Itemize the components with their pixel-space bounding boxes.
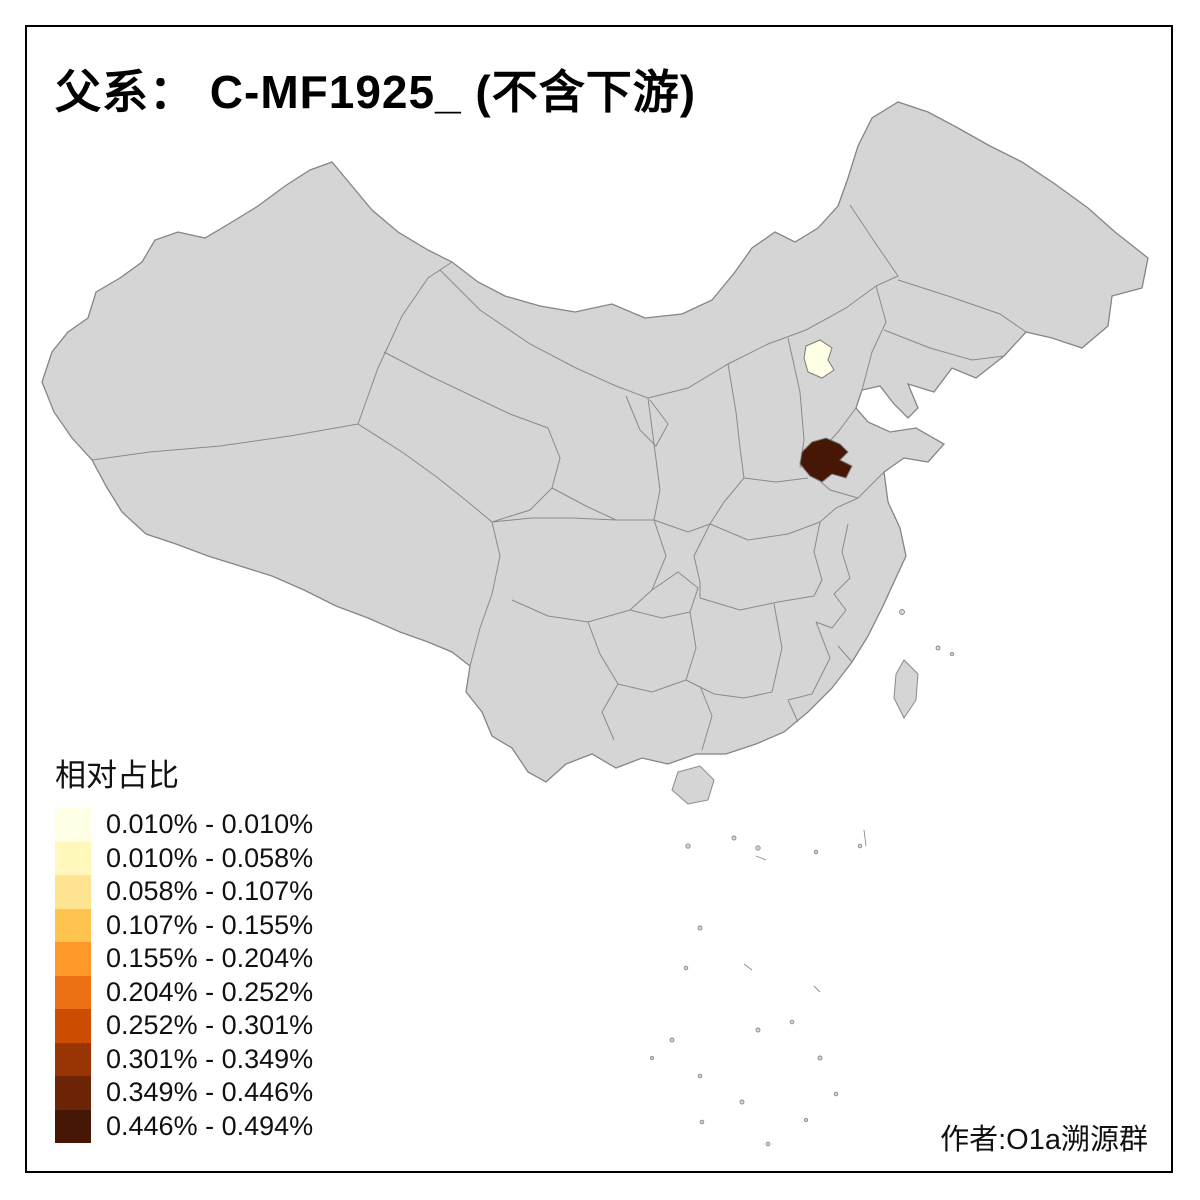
legend-swatch bbox=[55, 875, 91, 909]
legend-item: 0.446% - 0.494% bbox=[55, 1109, 314, 1143]
legend-swatch bbox=[55, 908, 91, 942]
legend-title: 相对占比 bbox=[55, 758, 179, 793]
legend-item: 0.107% - 0.155% bbox=[55, 908, 314, 942]
taiwan-island bbox=[893, 659, 919, 719]
legend-swatch bbox=[55, 1042, 91, 1076]
legend-label: 0.010% - 0.010% bbox=[106, 809, 314, 840]
legend: 相对占比 0.010% - 0.010% 0.010% - 0.058% 0.0… bbox=[55, 750, 313, 1143]
legend-label: 0.301% - 0.349% bbox=[106, 1043, 314, 1074]
legend-label: 0.446% - 0.494% bbox=[106, 1110, 314, 1141]
legend-swatch bbox=[55, 942, 91, 976]
legend-item: 0.204% - 0.252% bbox=[55, 975, 314, 1009]
legend-label: 0.107% - 0.155% bbox=[106, 909, 314, 940]
legend-swatch bbox=[55, 1076, 91, 1110]
legend-label: 0.010% - 0.058% bbox=[106, 842, 314, 873]
south-china-sea-islands bbox=[649, 609, 955, 1147]
legend-swatch bbox=[55, 841, 91, 875]
legend-item: 0.252% - 0.301% bbox=[55, 1009, 313, 1043]
legend-label: 0.349% - 0.446% bbox=[106, 1077, 314, 1108]
figure-frame bbox=[25, 25, 1173, 1173]
legend-label: 0.155% - 0.204% bbox=[106, 943, 314, 974]
author-credit: 作者:O1a溯源群 bbox=[940, 1124, 1148, 1156]
legend-swatch bbox=[55, 1109, 91, 1143]
legend-item: 0.058% - 0.107% bbox=[55, 875, 313, 909]
legend-swatch bbox=[55, 975, 91, 1009]
region-west-shandong bbox=[799, 437, 853, 483]
legend-label: 0.058% - 0.107% bbox=[106, 876, 314, 907]
legend-item: 0.301% - 0.349% bbox=[55, 1042, 314, 1076]
legend-item: 0.155% - 0.204% bbox=[55, 942, 313, 976]
china-mainland bbox=[41, 101, 1149, 783]
legend-swatch bbox=[55, 1009, 91, 1043]
legend-item: 0.349% - 0.446% bbox=[55, 1076, 313, 1110]
legend-label: 0.204% - 0.252% bbox=[106, 976, 314, 1007]
legend-label: 0.252% - 0.301% bbox=[106, 1010, 314, 1041]
hainan-island bbox=[671, 765, 715, 805]
region-beijing bbox=[803, 339, 835, 379]
figure-title: 父系： C-MF1925_ (不含下游) bbox=[55, 66, 697, 118]
province-borders bbox=[91, 204, 1027, 751]
legend-item: 0.010% - 0.058% bbox=[55, 841, 314, 875]
legend-item: 0.010% - 0.010% bbox=[55, 808, 313, 842]
legend-swatch bbox=[55, 808, 91, 842]
